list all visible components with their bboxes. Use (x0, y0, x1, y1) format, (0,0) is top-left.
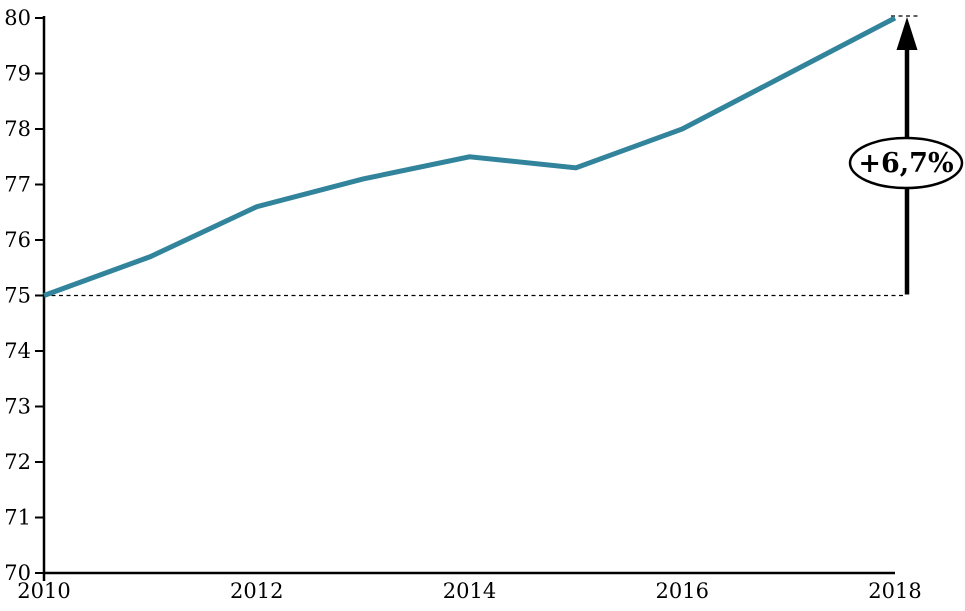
y-tick-label: 76 (4, 228, 31, 252)
y-tick-label: 77 (4, 173, 31, 197)
y-tick-label: 73 (4, 395, 31, 419)
y-tick-label: 72 (4, 450, 31, 474)
y-tick-label: 75 (4, 284, 31, 308)
y-tick-label: 70 (4, 561, 31, 585)
y-tick-label: 79 (4, 62, 31, 86)
x-tick-label: 2018 (868, 579, 921, 603)
x-tick-label: 2016 (656, 579, 709, 603)
x-tick-label: 2014 (443, 579, 496, 603)
y-tick-label: 78 (4, 117, 31, 141)
annotation-label: +6,7% (858, 148, 953, 179)
y-tick-label: 71 (4, 506, 31, 530)
annotation-ellipse (848, 136, 964, 190)
x-tick-label: 2012 (230, 579, 283, 603)
data-series-line (43, 15, 897, 298)
y-tick-label: 80 (4, 6, 31, 30)
x-tick-label: 2010 (17, 579, 70, 603)
growth-arrow-head (896, 17, 918, 50)
y-tick-label: 74 (4, 339, 31, 363)
